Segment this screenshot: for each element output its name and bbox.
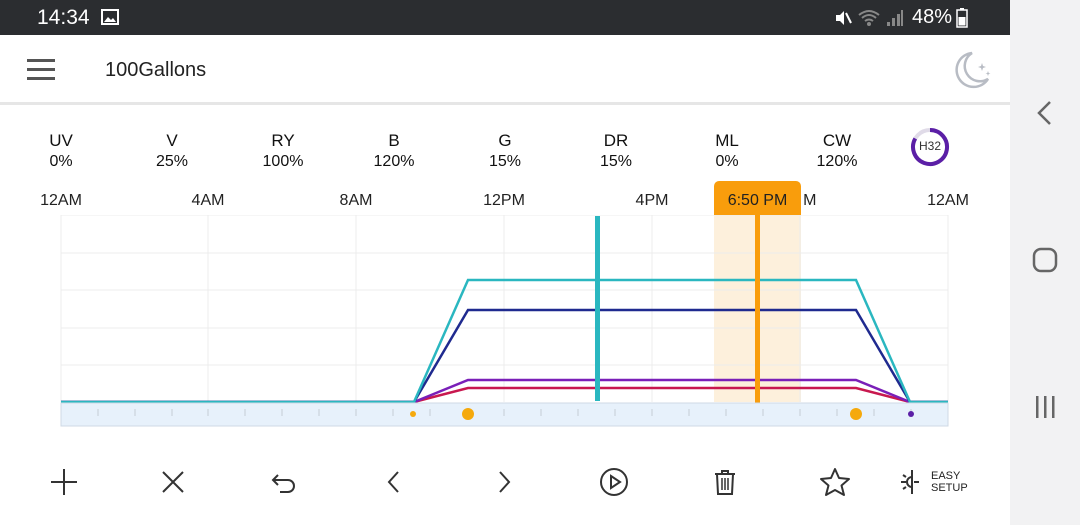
menu-button[interactable]	[27, 59, 55, 81]
channel-value: 25%	[155, 153, 189, 170]
time-label: 8AM	[339, 192, 373, 209]
undo-icon	[271, 474, 295, 493]
channel-b[interactable]: B 120%	[354, 131, 434, 171]
channel-ry[interactable]: RY 100%	[243, 131, 323, 171]
home-icon	[1032, 247, 1058, 273]
page-title: 100Gallons	[105, 59, 207, 81]
time-label: 12PM	[483, 192, 525, 209]
channel-name: V	[166, 131, 178, 150]
keyframe-dot[interactable]	[908, 411, 914, 417]
channel-value: 100%	[262, 153, 304, 170]
chevron-right-icon	[499, 471, 511, 493]
easy-setup-button[interactable]	[893, 465, 929, 499]
back-button[interactable]	[1030, 98, 1060, 128]
add-button[interactable]	[44, 465, 84, 499]
h32-label: H32	[918, 139, 941, 153]
channel-value: 15%	[488, 153, 522, 170]
mute-icon	[835, 10, 852, 25]
keyframe-dot[interactable]	[410, 411, 416, 417]
channel-value: 120%	[816, 153, 858, 170]
status-bar: 14:34 48%	[0, 0, 1010, 35]
channel-name: UV	[49, 131, 73, 150]
image-notification-icon	[101, 9, 119, 30]
app-bar: 100Gallons	[0, 35, 1010, 105]
channel-uv[interactable]: UV 0%	[21, 131, 101, 171]
current-time-line	[755, 215, 760, 403]
chart-grid	[60, 215, 949, 402]
easy-setup-icon	[901, 470, 919, 494]
home-button[interactable]	[1030, 245, 1060, 275]
status-indicators: 48%	[834, 6, 974, 29]
recents-button[interactable]	[1030, 392, 1060, 422]
easy-setup-label[interactable]: EASY SETUP	[931, 470, 981, 494]
favorite-button[interactable]	[815, 465, 855, 499]
recents-icon	[1036, 396, 1055, 418]
signal-icon	[886, 9, 903, 26]
time-label: 12AM	[40, 192, 82, 209]
battery-percent: 48%	[911, 6, 952, 28]
channel-name: CW	[822, 131, 852, 150]
channel-v[interactable]: V 25%	[132, 131, 212, 171]
wifi-icon	[858, 9, 880, 26]
chevron-left-icon	[387, 471, 399, 493]
channel-name: ML	[715, 131, 739, 150]
delete-button[interactable]	[705, 465, 745, 499]
channel-cw[interactable]: CW 120%	[797, 131, 877, 171]
channel-g[interactable]: G 15%	[465, 131, 545, 171]
time-label: 4PM	[635, 192, 669, 209]
channel-ml[interactable]: ML 0%	[687, 131, 767, 171]
close-icon	[162, 471, 184, 493]
easy-setup-line2: SETUP	[931, 482, 968, 494]
channel-readouts: UV 0% V 25% RY 100% B 120% G 15% DR 15% …	[0, 105, 1010, 180]
undo-button[interactable]	[264, 465, 304, 499]
channel-value: 15%	[599, 153, 633, 170]
time-label: 12AM	[927, 192, 969, 209]
remove-button[interactable]	[153, 465, 193, 499]
status-time: 14:34	[37, 6, 90, 29]
bottom-toolbar: EASY SETUP	[0, 450, 1010, 515]
series-line-cyan	[61, 278, 948, 404]
preview-play-button[interactable]	[594, 465, 634, 499]
channel-name: RY	[271, 131, 295, 150]
next-button[interactable]	[484, 465, 524, 499]
lighting-schedule-chart[interactable]	[0, 215, 1010, 430]
menu-icon	[27, 59, 55, 80]
h32-ring-icon	[911, 128, 950, 166]
play-icon	[600, 468, 628, 496]
back-icon	[1037, 101, 1051, 125]
channel-value: 0%	[49, 153, 73, 170]
previous-button[interactable]	[374, 465, 414, 499]
battery-icon	[956, 7, 968, 28]
channel-dr[interactable]: DR 15%	[576, 131, 656, 171]
current-time-badge[interactable]: 6:50 PM	[714, 181, 801, 216]
system-navigation-bar	[1010, 0, 1080, 525]
time-label: 4AM	[191, 192, 225, 209]
trash-icon	[715, 470, 735, 495]
channel-value: 120%	[373, 153, 415, 170]
moon-icon	[955, 51, 991, 89]
star-icon	[820, 468, 850, 496]
h32-badge[interactable]: H32	[910, 127, 950, 167]
channel-name: G	[498, 131, 512, 150]
easy-setup-line1: EASY	[931, 470, 961, 482]
plus-icon	[51, 469, 77, 495]
channel-name: B	[388, 131, 400, 150]
channel-name: DR	[603, 131, 629, 150]
keyframe-dot[interactable]	[850, 408, 862, 420]
channel-value: 0%	[715, 153, 739, 170]
keyframe-dot[interactable]	[462, 408, 474, 420]
time-label: 8PM	[804, 192, 840, 210]
night-mode-button[interactable]	[948, 49, 994, 91]
selection-marker-line[interactable]	[595, 216, 600, 401]
